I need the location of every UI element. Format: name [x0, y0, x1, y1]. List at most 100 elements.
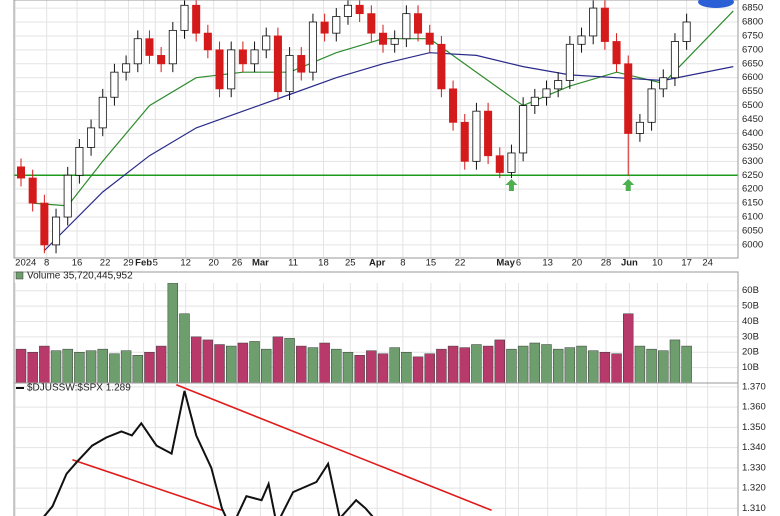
- volume-bar: [261, 348, 272, 383]
- volume-bar: [15, 348, 27, 383]
- candle-body: [52, 216, 61, 246]
- x-tick-label: Apr: [369, 258, 386, 269]
- candle-body: [659, 77, 668, 90]
- candle-body: [530, 96, 539, 106]
- volume-header: Volume 35,720,445,952: [27, 271, 133, 282]
- candle-body: [355, 4, 364, 15]
- x-tick-label: 22: [455, 258, 466, 269]
- volume-bar: [482, 345, 494, 383]
- y-tick-label: 6650: [742, 58, 763, 69]
- candle-body: [600, 7, 609, 42]
- candle-body: [565, 43, 574, 81]
- candle-body: [682, 21, 691, 42]
- volume-bar: [564, 347, 576, 383]
- y-tick-label: 1.370: [742, 381, 766, 392]
- x-tick-label: 22: [100, 258, 111, 269]
- volume-bar: [623, 313, 634, 383]
- candle-body: [145, 38, 154, 56]
- candle-body: [647, 88, 656, 123]
- candle-body: [542, 88, 551, 98]
- candle-body: [273, 35, 282, 93]
- volume-bar: [272, 336, 284, 383]
- volume-bar: [342, 351, 354, 383]
- x-tick-label: Feb: [135, 258, 152, 269]
- volume-bar: [62, 348, 73, 383]
- candle-body: [238, 49, 247, 65]
- candle-body: [343, 4, 352, 17]
- y-tick-label: 6200: [742, 184, 763, 195]
- candle-body: [519, 105, 528, 154]
- ratio-line: [43, 390, 374, 516]
- x-tick-label: 10: [652, 258, 663, 269]
- candle-body: [308, 21, 317, 73]
- candle-body: [320, 21, 329, 34]
- x-tick-label: 17: [681, 258, 692, 269]
- x-tick-label: 20: [208, 258, 219, 269]
- candle-body: [180, 4, 189, 31]
- x-tick-label: 2024: [15, 258, 36, 269]
- y-tick-label: 1.310: [742, 503, 766, 514]
- price-panel-frame: [13, 0, 739, 259]
- candle-body: [495, 155, 504, 173]
- volume-bar: [646, 348, 657, 383]
- trend-line: [176, 384, 492, 512]
- volume-bar: [377, 353, 389, 383]
- volume-bar: [611, 353, 622, 383]
- y-tick-label: 50B: [742, 301, 759, 312]
- candle-body: [122, 63, 131, 73]
- volume-bar: [319, 342, 330, 383]
- candle-body: [203, 32, 212, 51]
- candle-body: [110, 71, 119, 98]
- volume-legend-swatch: [15, 271, 24, 280]
- x-tick-label: 28: [601, 258, 612, 269]
- candle-body: [484, 110, 493, 157]
- candle-body: [133, 38, 142, 65]
- x-tick-label: 29: [123, 258, 134, 269]
- volume-bar: [669, 339, 681, 383]
- volume-bar: [167, 283, 179, 383]
- volume-bar: [179, 313, 190, 383]
- x-tick-label: 25: [345, 258, 356, 269]
- arrow-marker: [622, 179, 635, 192]
- volume-bar: [541, 344, 552, 383]
- candle-body: [75, 146, 84, 176]
- candle-body: [63, 174, 72, 218]
- y-tick-label: 1.340: [742, 442, 766, 453]
- volume-bar: [155, 345, 167, 383]
- candle-body: [215, 49, 224, 90]
- y-tick-label: 6800: [742, 17, 763, 28]
- y-tick-label: 40B: [742, 316, 759, 327]
- x-tick-label: 24: [702, 258, 713, 269]
- volume-bar: [599, 351, 611, 383]
- x-tick-label: 20: [572, 258, 583, 269]
- volume-bar: [552, 348, 564, 383]
- panel-2: [14, 383, 738, 516]
- volume-bar: [658, 350, 669, 383]
- candle-body: [285, 55, 294, 93]
- x-tick-label: 13: [542, 258, 553, 269]
- candle-body: [262, 35, 271, 51]
- volume-bar: [517, 345, 529, 383]
- y-tick-label: 6750: [742, 30, 763, 41]
- candle-body: [40, 202, 49, 246]
- ratio-panel-frame: [13, 382, 739, 516]
- candle-body: [367, 13, 376, 34]
- volume-bar: [97, 348, 108, 383]
- volume-bar: [389, 347, 400, 383]
- candle-body: [507, 152, 516, 173]
- y-tick-label: 6850: [742, 3, 763, 14]
- ratio-header: $DJUSSW:$SPX 1.289: [27, 383, 131, 394]
- trend-line: [72, 458, 223, 512]
- candle-body: [449, 88, 458, 123]
- y-tick-label: 30B: [742, 331, 759, 342]
- candle-body: [332, 16, 341, 34]
- volume-bar: [681, 345, 692, 383]
- candle-body: [589, 7, 598, 37]
- candle-body: [250, 49, 259, 65]
- volume-bar: [331, 348, 342, 383]
- volume-bar: [27, 351, 38, 383]
- volume-bar: [225, 345, 237, 383]
- candle-body: [157, 55, 166, 65]
- candle-body: [227, 49, 236, 90]
- candle-body: [390, 38, 399, 45]
